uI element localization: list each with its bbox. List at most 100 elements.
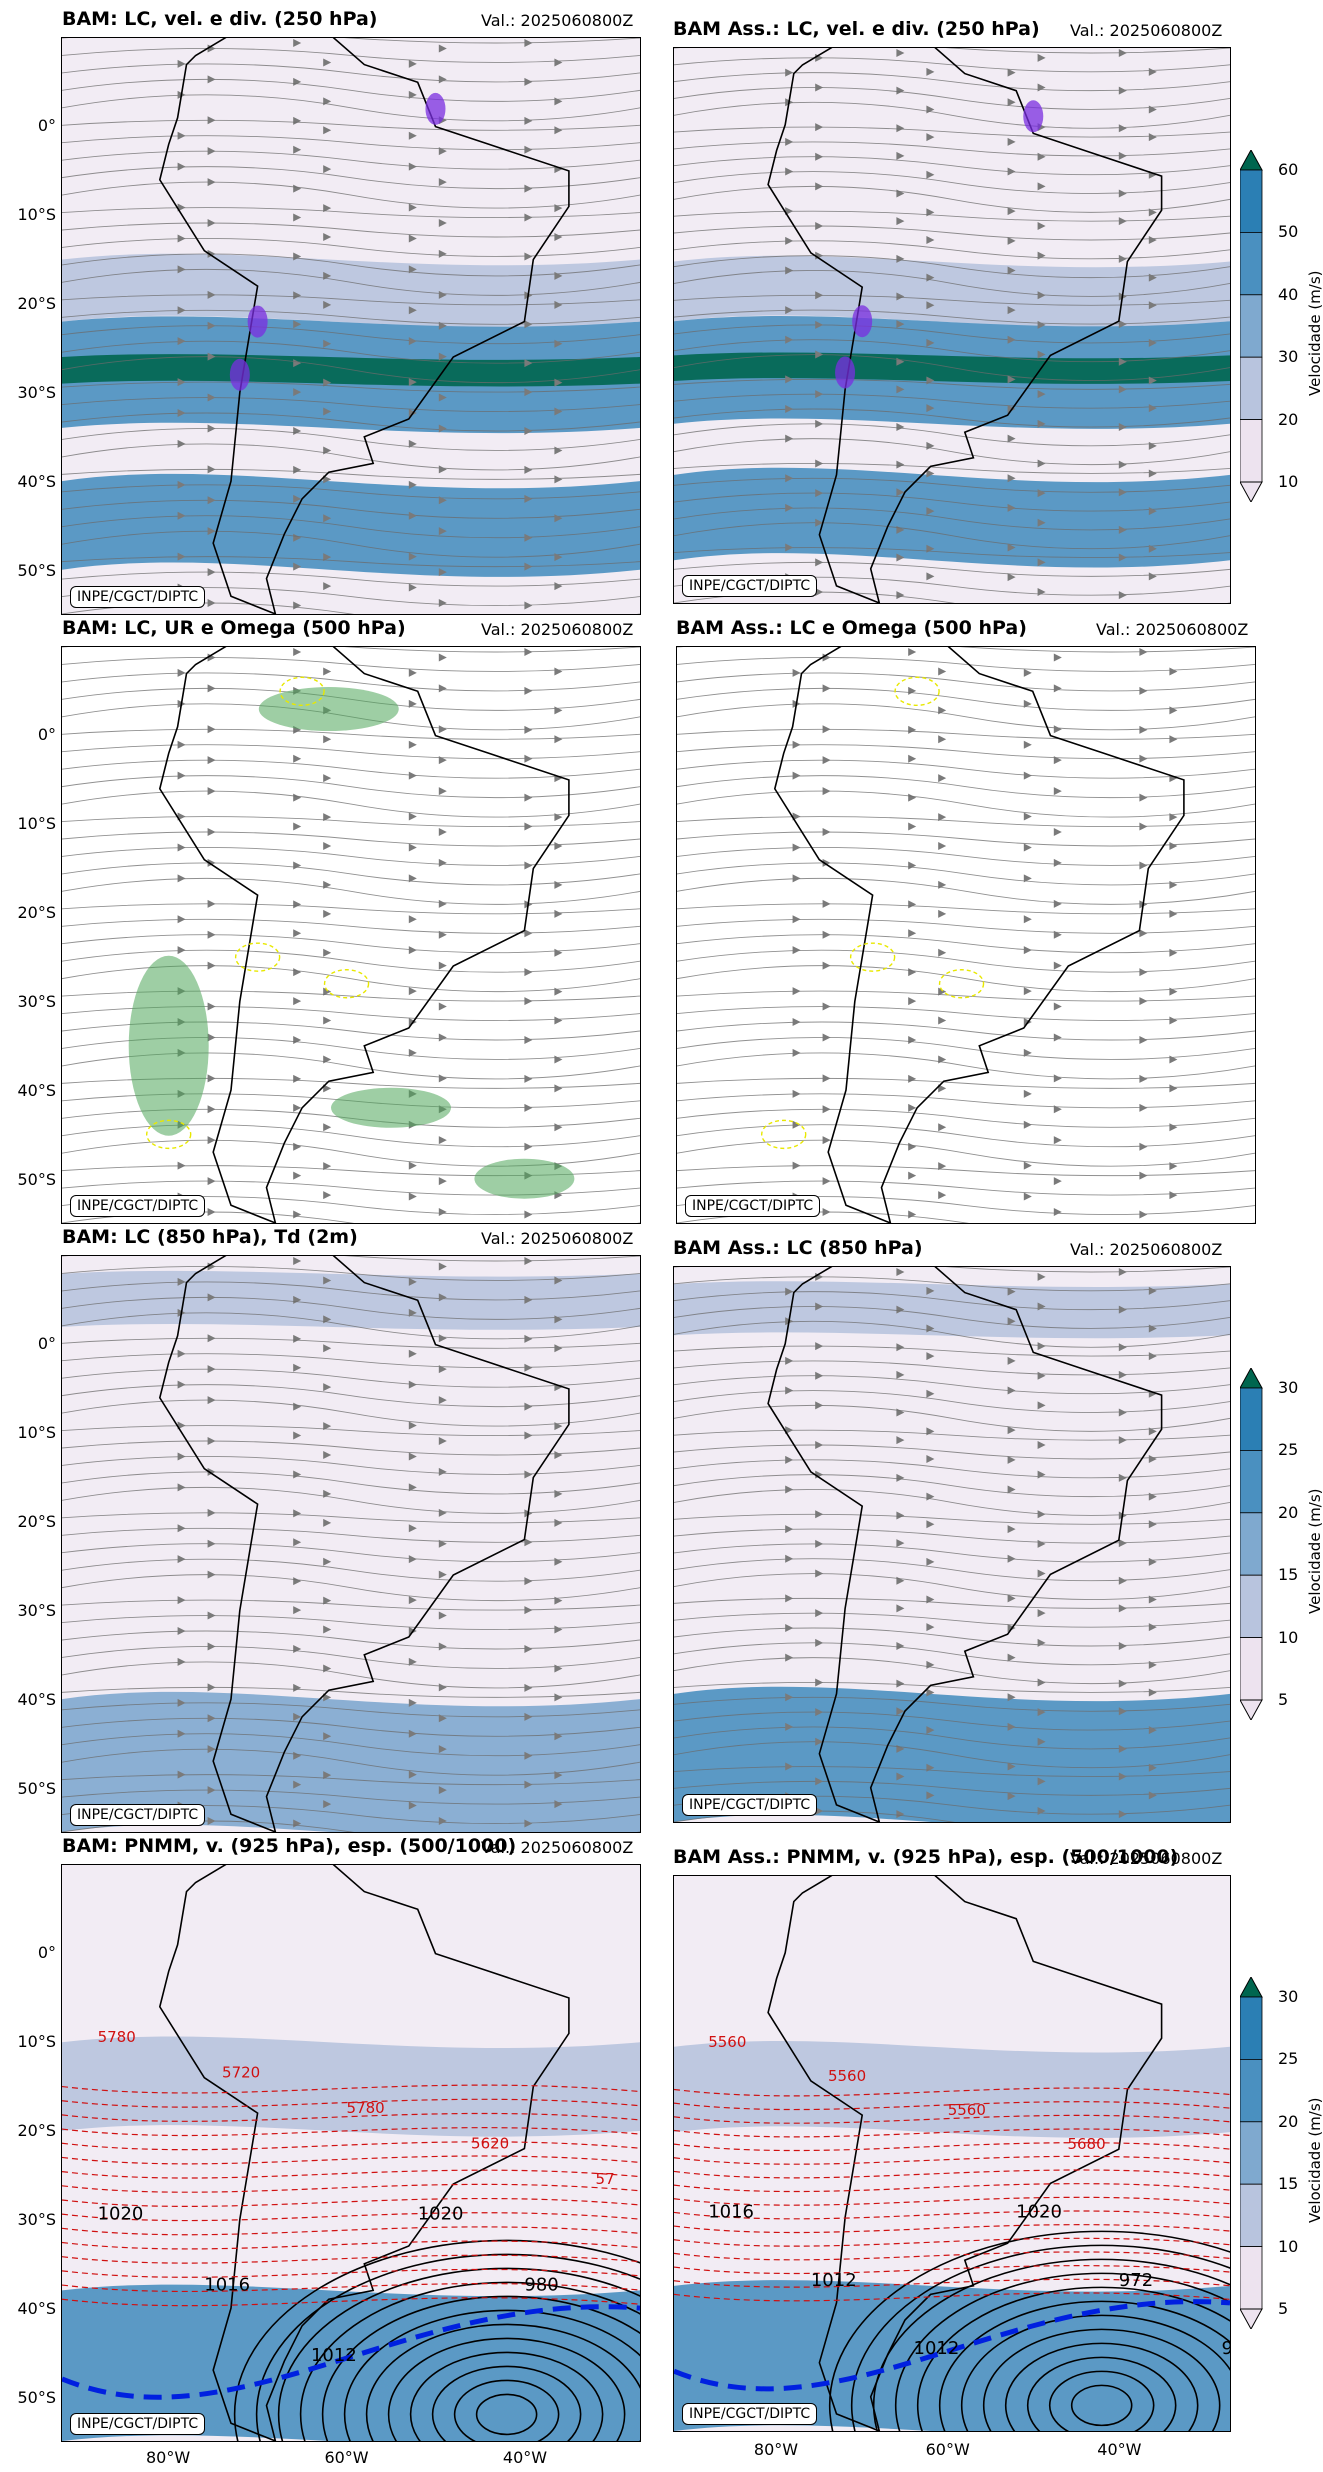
streamline bbox=[677, 918, 1255, 934]
streamline-arrow bbox=[822, 961, 831, 970]
streamline-arrow bbox=[438, 568, 447, 577]
streamline-arrow bbox=[1139, 997, 1148, 1006]
streamline-arrow bbox=[207, 1437, 216, 1445]
humidity-patch bbox=[474, 1158, 575, 1199]
streamline-arrow bbox=[207, 961, 216, 970]
streamline-arrow bbox=[926, 170, 935, 179]
streamline-arrow bbox=[938, 987, 947, 996]
streamline-arrow bbox=[293, 793, 302, 802]
streamline-arrow bbox=[1023, 874, 1032, 883]
streamline-arrow bbox=[177, 1452, 186, 1461]
streamline-arrow bbox=[293, 929, 302, 938]
streamline-arrow bbox=[524, 1538, 533, 1547]
streamline-arrow bbox=[1007, 236, 1016, 245]
streamline-arrow bbox=[815, 1401, 824, 1410]
thickness-contour bbox=[62, 2098, 640, 2108]
streamline-arrow bbox=[1169, 1016, 1178, 1025]
thickness-contour bbox=[62, 2141, 640, 2151]
wind-speed-band bbox=[674, 2040, 1230, 2138]
streamline-arrow bbox=[408, 915, 417, 924]
streamline-arrow bbox=[1148, 1595, 1157, 1604]
streamline-arrow bbox=[524, 1074, 533, 1083]
streamline-arrow bbox=[207, 568, 216, 577]
streamline-arrow bbox=[177, 1524, 186, 1533]
isobar bbox=[1004, 2342, 1199, 2431]
streamline-arrow bbox=[524, 1645, 533, 1653]
streamline bbox=[62, 1558, 640, 1582]
latitude-label: 20°S bbox=[17, 1511, 56, 1531]
streamline-arrow bbox=[323, 300, 332, 309]
streamline-arrow bbox=[207, 1642, 216, 1651]
streamline-arrow bbox=[207, 1745, 216, 1754]
streamline bbox=[674, 1513, 1230, 1525]
streamline-arrow bbox=[323, 1084, 332, 1093]
streamline-arrow bbox=[177, 1596, 186, 1605]
streamline-arrow bbox=[1148, 1427, 1157, 1436]
streamline bbox=[62, 294, 640, 306]
coastline bbox=[767, 1267, 1163, 1822]
streamline-arrow bbox=[1023, 1161, 1032, 1170]
streamline-arrow bbox=[177, 234, 186, 243]
streamline-arrow bbox=[177, 1277, 186, 1286]
streamline-arrow bbox=[408, 1524, 417, 1533]
streamline-arrow bbox=[524, 686, 533, 695]
streamline bbox=[62, 1615, 640, 1630]
streamline-arrow bbox=[207, 1293, 216, 1302]
streamline bbox=[62, 847, 640, 866]
streamline bbox=[674, 477, 1230, 493]
streamline-arrow bbox=[323, 514, 332, 523]
streamline-arrow bbox=[207, 465, 216, 474]
streamline-arrow bbox=[1007, 1525, 1016, 1534]
omega-contour bbox=[938, 969, 985, 999]
streamline bbox=[674, 255, 1230, 279]
streamline bbox=[62, 340, 640, 364]
streamline-arrow bbox=[438, 1786, 447, 1795]
streamline-arrow bbox=[408, 1801, 417, 1810]
streamline-arrow bbox=[207, 1539, 216, 1548]
streamline-arrow bbox=[1118, 1305, 1127, 1314]
streamline-arrow bbox=[177, 946, 186, 955]
streamline-arrow bbox=[177, 1698, 186, 1707]
streamline-arrow bbox=[207, 1714, 216, 1723]
colorbar-tick-label: 30 bbox=[1278, 1378, 1299, 1397]
streamline-arrow bbox=[323, 165, 332, 174]
isobar bbox=[233, 2239, 640, 2441]
streamline-arrow bbox=[815, 123, 824, 132]
streamline-arrow bbox=[524, 1712, 533, 1721]
streamline-arrow bbox=[1169, 1084, 1178, 1093]
streamline bbox=[62, 918, 640, 934]
coastline bbox=[773, 647, 1185, 1223]
streamline bbox=[677, 965, 1255, 993]
streamline-arrow bbox=[1148, 469, 1157, 478]
streamline-arrow bbox=[177, 59, 186, 68]
divergence-contour bbox=[425, 92, 446, 125]
thickness-contour bbox=[674, 2155, 1230, 2165]
streamline-arrow bbox=[554, 1276, 563, 1285]
streamline-arrow bbox=[408, 1349, 417, 1358]
streamline bbox=[674, 1741, 1230, 1769]
isobar-label: 1020 bbox=[418, 2203, 464, 2224]
streamline bbox=[62, 325, 640, 345]
streamline-arrow bbox=[1037, 1342, 1046, 1351]
streamline bbox=[62, 1353, 640, 1369]
streamline-arrow bbox=[815, 1342, 824, 1351]
streamline-arrow bbox=[926, 133, 935, 142]
streamline-arrow bbox=[207, 1570, 216, 1579]
streamline-arrow bbox=[524, 252, 533, 261]
thickness-contour bbox=[674, 2196, 1230, 2206]
streamline-arrow bbox=[1148, 236, 1157, 244]
streamline bbox=[62, 381, 640, 393]
streamline-arrow bbox=[1053, 1177, 1062, 1186]
omega-contour bbox=[279, 676, 325, 707]
streamline-arrow bbox=[293, 213, 302, 222]
coastline bbox=[158, 647, 570, 1223]
streamline-arrow bbox=[792, 668, 801, 677]
streamline-arrow bbox=[408, 265, 417, 274]
streamline-arrow bbox=[1139, 1142, 1148, 1151]
streamline-arrow bbox=[926, 1726, 935, 1735]
streamline-arrow bbox=[408, 337, 417, 346]
streamline bbox=[62, 468, 640, 480]
streamline-arrow bbox=[524, 1606, 533, 1615]
panel-valid-time: Val.: 2025060800Z bbox=[481, 1838, 634, 1857]
streamline-arrow bbox=[1007, 1386, 1016, 1395]
